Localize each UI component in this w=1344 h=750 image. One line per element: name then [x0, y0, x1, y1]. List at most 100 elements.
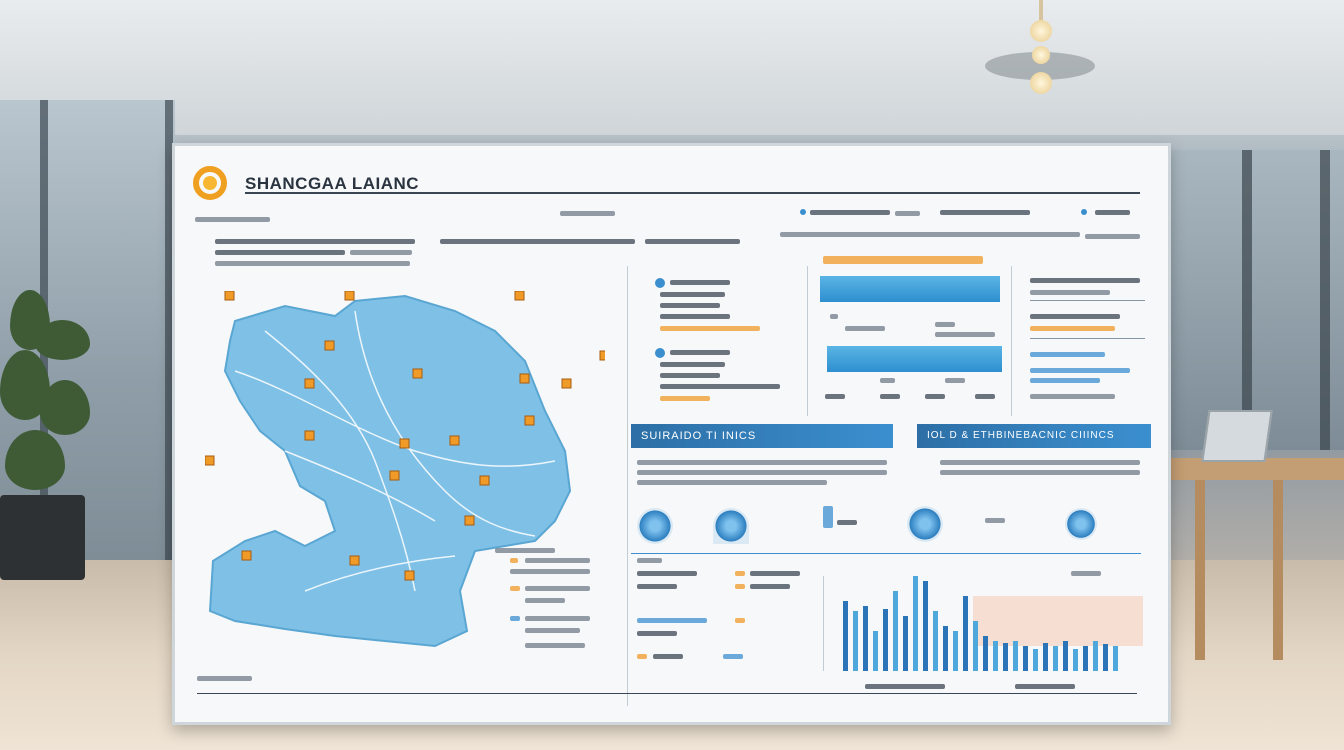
legend-line — [525, 586, 590, 591]
metric-bar-icon — [823, 506, 833, 528]
right-info-line — [1030, 314, 1120, 319]
section-description — [637, 480, 827, 485]
region-map — [205, 291, 605, 648]
pendant-lamp — [1028, 0, 1054, 105]
column-divider — [627, 266, 628, 706]
bar-label — [975, 394, 995, 399]
paragraph-line — [215, 261, 410, 266]
chart-bar — [1043, 643, 1048, 671]
legend-line — [525, 616, 590, 621]
chart-bar — [1103, 644, 1108, 671]
laptop — [1201, 410, 1273, 462]
logo-ring-icon — [193, 166, 227, 200]
ceiling — [0, 0, 1344, 135]
chart-bar — [953, 631, 958, 671]
legend-line — [525, 558, 590, 563]
section-description — [940, 470, 1140, 475]
section-description — [637, 470, 887, 475]
chart-bar — [923, 581, 928, 671]
header-bullet — [800, 209, 806, 215]
chart-bar — [1033, 649, 1038, 671]
bar-label — [880, 394, 900, 399]
icon-row-rule — [631, 553, 1141, 554]
metric-dome-icon — [713, 508, 749, 544]
chart-bar — [1023, 646, 1028, 671]
footer-text — [1015, 684, 1075, 689]
list-line — [637, 558, 662, 563]
info-bullet — [655, 348, 665, 358]
paragraph-line — [440, 239, 635, 244]
paragraph-line — [350, 250, 412, 255]
chart-bar — [983, 636, 988, 671]
column-divider — [807, 266, 808, 416]
header-text — [895, 211, 920, 216]
chart-bar — [1113, 646, 1118, 671]
list-line — [750, 584, 790, 589]
board-title: SHANCGAA LAIANC — [245, 174, 420, 193]
column-divider — [1011, 266, 1012, 416]
chart-bar — [993, 641, 998, 671]
list-line — [637, 631, 677, 636]
info-line — [670, 280, 730, 285]
info-line — [660, 373, 720, 378]
header-text — [1095, 210, 1130, 215]
list-swatch — [735, 571, 745, 576]
bar-label — [830, 314, 838, 319]
bar-label — [825, 394, 845, 399]
list-line — [723, 654, 743, 659]
header-text — [560, 211, 615, 216]
info-line — [660, 314, 730, 319]
section-right-banner: IOL D & ETHBINEBACNIC CIIINCS — [917, 424, 1151, 448]
blue-progress-bar — [820, 276, 1000, 302]
wooden-table — [1165, 458, 1344, 660]
chart-bar — [1063, 641, 1068, 671]
footer-text — [197, 676, 252, 681]
chart-bar — [933, 611, 938, 671]
footer-rule — [197, 693, 1137, 694]
metric-circle-icon — [907, 506, 943, 542]
bar-label — [935, 332, 995, 337]
legend-line — [525, 598, 565, 603]
bar-label — [945, 378, 965, 383]
bar-chart — [823, 571, 1153, 671]
header-bullet — [1081, 209, 1087, 215]
right-info-line — [1030, 352, 1105, 357]
section-description — [637, 460, 887, 465]
chart-bar — [913, 576, 918, 671]
list-swatch — [735, 618, 745, 623]
metric-circle-icon — [637, 508, 673, 544]
list-swatch — [735, 584, 745, 589]
info-line — [660, 292, 725, 297]
info-line — [660, 396, 710, 401]
bar-label — [925, 394, 945, 399]
chart-bar — [1013, 641, 1018, 671]
chart-bar — [903, 616, 908, 671]
right-info-line — [1030, 278, 1140, 283]
list-line — [750, 571, 800, 576]
chart-bar — [1073, 649, 1078, 671]
paragraph-line — [645, 239, 740, 244]
chart-bar — [963, 596, 968, 671]
legend-swatch — [510, 586, 520, 591]
subtitle-text — [195, 217, 270, 222]
title-rule — [245, 192, 1140, 194]
list-line — [637, 571, 697, 576]
legend-swatch — [510, 558, 518, 563]
bar-label — [845, 326, 885, 331]
chart-bar — [873, 631, 878, 671]
bar-label — [880, 378, 895, 383]
legend-line — [510, 569, 590, 574]
info-line — [660, 303, 720, 308]
chart-bar — [1053, 646, 1058, 671]
paragraph-line — [215, 239, 415, 244]
list-swatch — [637, 654, 647, 659]
info-bullet — [655, 278, 665, 288]
chart-bar — [1003, 643, 1008, 671]
chart-bar — [943, 626, 948, 671]
bar-caption — [823, 256, 983, 264]
chart-bar — [843, 601, 848, 671]
chart-bar — [973, 621, 978, 671]
header-text — [810, 210, 890, 215]
footer-text — [865, 684, 945, 689]
right-info-rule — [1030, 338, 1145, 339]
